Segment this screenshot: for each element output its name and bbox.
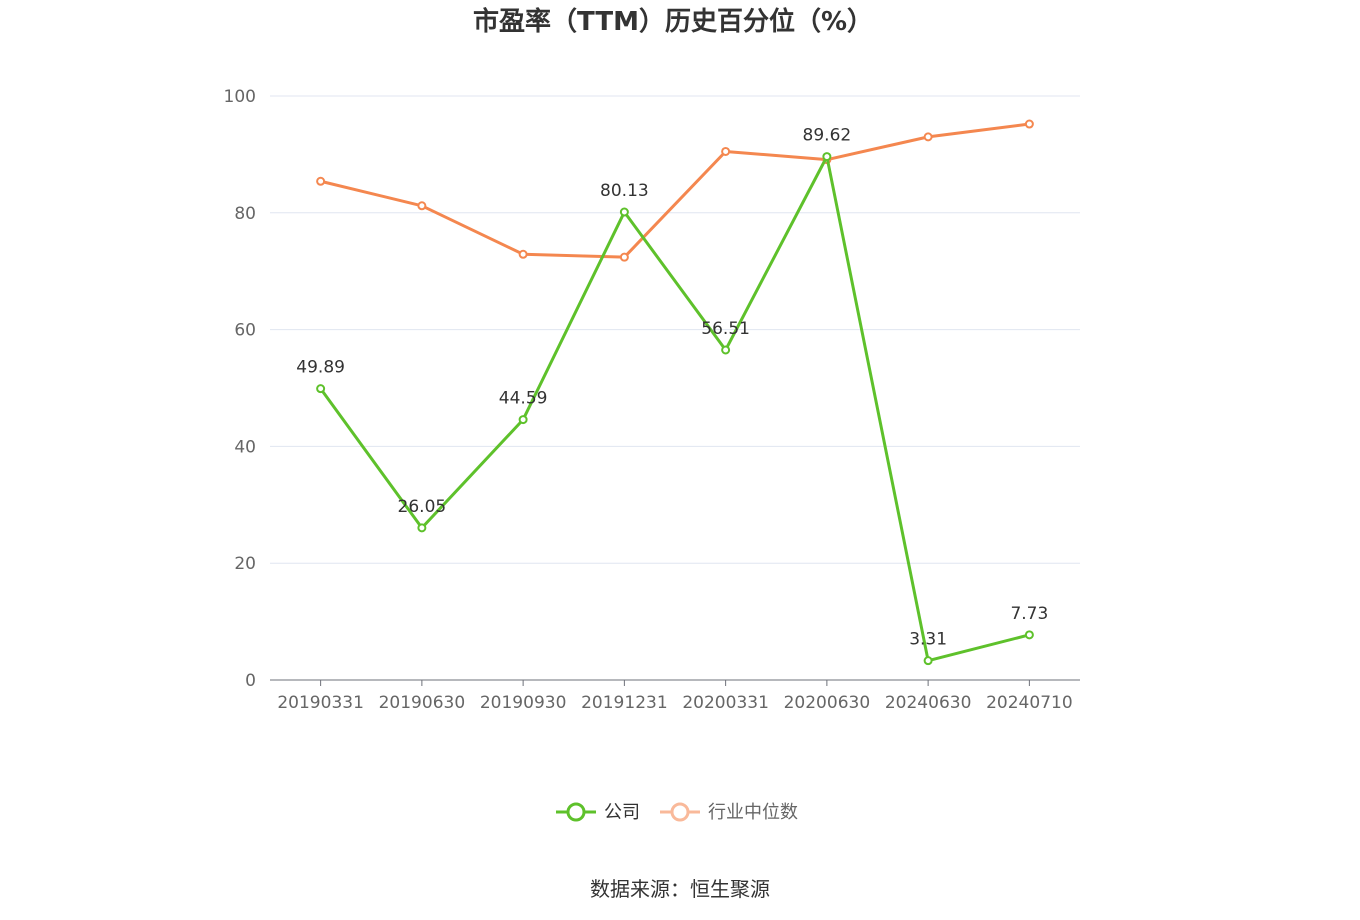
data-point-industry[interactable] — [1024, 119, 1034, 129]
series-layer — [316, 119, 1034, 666]
x-axis: 20190331 20190630 20190930 20191231 20200331… — [270, 679, 1080, 713]
x-tick-label: 20190630 — [379, 693, 466, 713]
data-point-company[interactable] — [518, 415, 528, 425]
y-tick-label: 100 — [224, 87, 256, 107]
data-label-company: 80.13 — [600, 181, 649, 201]
data-point-industry[interactable] — [619, 252, 629, 262]
data-point-company[interactable] — [417, 523, 427, 533]
data-point-company[interactable] — [1024, 630, 1034, 640]
data-point-company[interactable] — [822, 152, 832, 162]
y-tick-label: 20 — [234, 554, 256, 574]
x-tick-label: 20190930 — [480, 693, 567, 713]
x-tick-label: 20240630 — [885, 693, 972, 713]
y-tick-label: 60 — [234, 321, 256, 341]
data-point-industry[interactable] — [316, 176, 326, 186]
x-tick-label: 20200331 — [682, 693, 769, 713]
x-tick-label: 20190331 — [277, 693, 364, 713]
y-tick-label: 0 — [245, 671, 256, 691]
data-label-company: 3.31 — [909, 630, 947, 650]
data-point-industry[interactable] — [518, 249, 528, 259]
grid-lines — [270, 95, 1080, 564]
legend-industry-marker — [670, 802, 690, 822]
legend-item-industry[interactable]: 行业中位数 — [660, 802, 798, 823]
y-axis: 0 20 40 60 80 100 — [224, 87, 256, 691]
legend-company-marker — [566, 802, 586, 822]
data-point-industry[interactable] — [417, 201, 427, 211]
data-point-industry[interactable] — [923, 132, 933, 142]
legend-company-label: 公司 — [604, 802, 640, 823]
x-tick-label: 20240710 — [986, 693, 1073, 713]
data-point-company[interactable] — [619, 207, 629, 217]
series-line-company — [319, 155, 1030, 663]
x-tick-label: 20191231 — [581, 693, 668, 713]
legend: 公司 行业中位数 — [556, 802, 798, 823]
series-line-industry — [320, 122, 1030, 259]
data-source: 数据来源：恒生聚源 — [590, 877, 770, 901]
data-label-company: 44.59 — [499, 389, 548, 409]
data-point-company[interactable] — [923, 656, 933, 666]
data-point-company[interactable] — [721, 345, 731, 355]
data-label-company: 56.51 — [701, 319, 750, 339]
data-labels: 49.89 26.05 44.59 80.13 56.51 89.62 3.31 7.73 — [296, 126, 1048, 650]
y-tick-label: 40 — [234, 437, 256, 457]
y-tick-label: 80 — [234, 204, 256, 224]
data-point-company[interactable] — [316, 384, 326, 394]
x-tick-label: 20200630 — [784, 693, 871, 713]
legend-item-company[interactable]: 公司 — [556, 802, 640, 823]
data-label-company: 89.62 — [803, 126, 852, 146]
legend-industry-label: 行业中位数 — [708, 802, 798, 823]
chart-title: 市盈率（TTM）历史百分位（%） — [473, 6, 873, 37]
data-label-company: 7.73 — [1010, 604, 1048, 624]
data-label-company: 49.89 — [296, 358, 345, 378]
data-label-company: 26.05 — [398, 497, 447, 517]
data-point-industry[interactable] — [721, 146, 731, 156]
